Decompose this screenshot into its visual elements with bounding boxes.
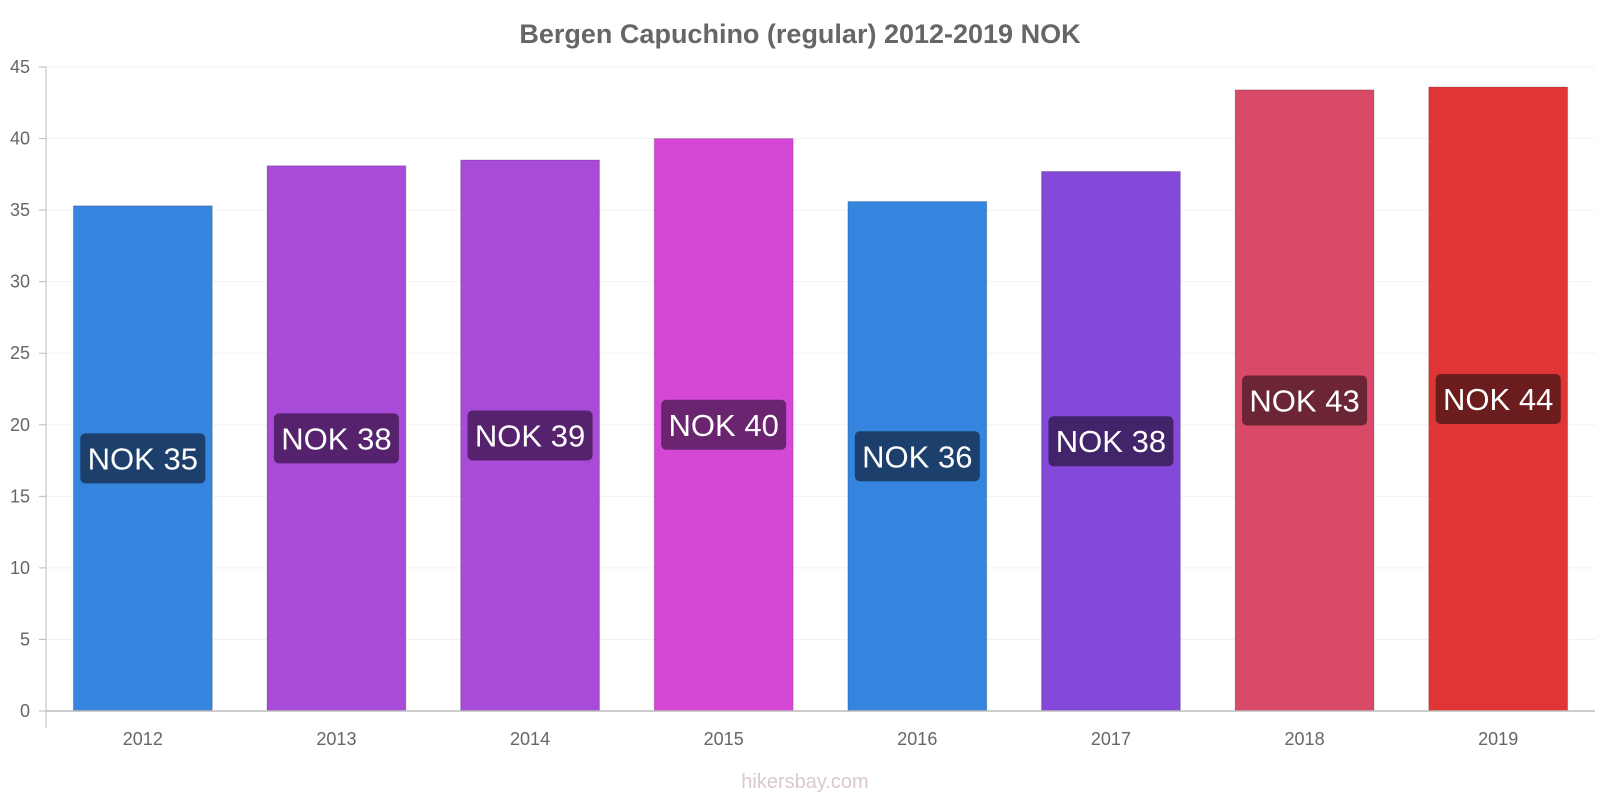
x-tick-label: 2018 — [1285, 729, 1325, 749]
x-tick-label: 2016 — [897, 729, 937, 749]
data-labels: NOK 35 NOK 38 NOK 39 NOK 40 NOK 36 NOK 38 NOK … — [80, 374, 1561, 484]
data-label: NOK 36 — [862, 439, 972, 474]
x-tick-label: 2017 — [1091, 729, 1131, 749]
data-label: NOK 43 — [1249, 383, 1359, 418]
y-tick-label: 20 — [10, 415, 30, 435]
y-tick-label: 15 — [10, 486, 30, 506]
x-tick-label: 2014 — [510, 729, 550, 749]
data-label-box — [273, 413, 399, 464]
x-tick-label: 2013 — [316, 729, 356, 749]
data-label: NOK 35 — [88, 441, 198, 476]
x-tick-label: 2012 — [123, 729, 163, 749]
y-axis: 0 5 10 15 20 25 30 35 40 45 — [10, 57, 47, 728]
y-tick-label: 10 — [10, 558, 30, 578]
y-tick-label: 25 — [10, 343, 30, 363]
data-label: NOK 38 — [281, 421, 391, 456]
data-label: NOK 44 — [1443, 382, 1553, 417]
data-label-box — [1435, 374, 1561, 425]
data-label-box — [854, 431, 980, 482]
y-tick-label: 40 — [10, 129, 30, 149]
x-axis: 2012 2013 2014 2015 2016 2017 2018 2019 — [46, 710, 1595, 749]
x-tick-label: 2019 — [1478, 729, 1518, 749]
chart-title: Bergen Capuchino (regular) 2012-2019 NOK — [519, 19, 1081, 49]
y-tick-label: 30 — [10, 272, 30, 292]
credit-text: hikersbay.com — [741, 771, 868, 793]
data-label-box — [80, 433, 206, 484]
data-label: NOK 38 — [1056, 424, 1166, 459]
data-label-box — [1048, 416, 1174, 467]
data-label-box — [1242, 375, 1368, 426]
y-tick-label: 0 — [20, 701, 30, 721]
data-label-box — [661, 399, 787, 450]
data-label-box — [467, 410, 593, 461]
y-tick-label: 45 — [10, 57, 30, 77]
data-label: NOK 40 — [669, 408, 779, 443]
y-tick-label: 5 — [20, 629, 30, 649]
x-tick-label: 2015 — [704, 729, 744, 749]
data-label: NOK 39 — [475, 419, 585, 454]
y-tick-label: 35 — [10, 200, 30, 220]
